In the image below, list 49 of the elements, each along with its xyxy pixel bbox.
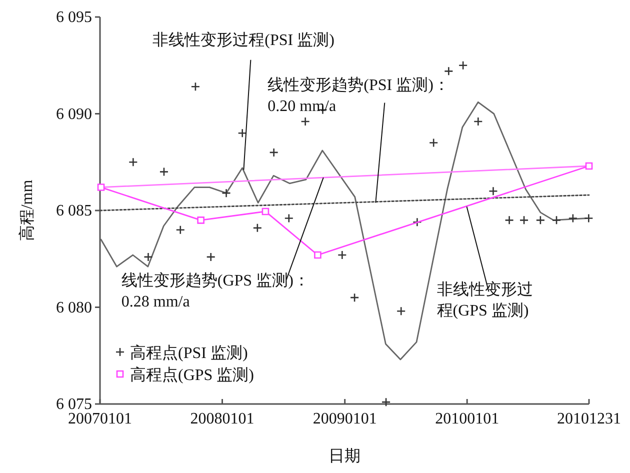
x-tick-label: 20090101 bbox=[312, 410, 377, 428]
point bbox=[128, 157, 138, 167]
point bbox=[222, 188, 231, 198]
point bbox=[159, 167, 169, 176]
point bbox=[519, 216, 529, 225]
x-tick-label: 20080101 bbox=[190, 410, 254, 428]
point bbox=[284, 214, 294, 223]
y-tick-label: 6 095 bbox=[56, 9, 92, 26]
y-axis-title: 高程/mm bbox=[18, 179, 36, 242]
point bbox=[412, 217, 422, 227]
point bbox=[568, 214, 578, 223]
annotation: 线性变形趋势(PSI 监测)： 0.20 mm/a bbox=[268, 76, 450, 115]
point bbox=[262, 208, 270, 216]
annotation: 非线性变形过程(GPS 监测) bbox=[436, 280, 533, 320]
point bbox=[190, 82, 200, 92]
point bbox=[206, 252, 216, 262]
point bbox=[584, 214, 594, 223]
point bbox=[144, 252, 153, 262]
point bbox=[197, 216, 204, 224]
point bbox=[552, 216, 562, 225]
point bbox=[238, 128, 247, 138]
point bbox=[536, 216, 546, 225]
point bbox=[473, 116, 483, 126]
annotation: 非线性变形过程(PSI 监测) bbox=[152, 30, 334, 49]
legend-label: 高程点(PSI 监测) bbox=[130, 344, 248, 362]
point bbox=[350, 292, 360, 302]
y-tick-label: 6 085 bbox=[56, 202, 92, 220]
point bbox=[381, 397, 391, 407]
point bbox=[504, 216, 514, 225]
point bbox=[176, 225, 186, 234]
x-tick-label: 20100101 bbox=[435, 410, 500, 428]
point bbox=[428, 138, 438, 148]
annotation: 线性变形趋势(GPS 监测)： 0.28 mm/a bbox=[121, 272, 310, 311]
point bbox=[314, 251, 322, 259]
point bbox=[97, 184, 105, 191]
x-axis-title: 日期 bbox=[328, 447, 360, 465]
x-tick-label: 20101231 bbox=[557, 410, 621, 428]
point bbox=[396, 306, 406, 316]
point bbox=[338, 250, 347, 260]
point bbox=[300, 116, 310, 126]
point bbox=[488, 186, 498, 196]
point bbox=[585, 162, 593, 170]
point bbox=[444, 66, 454, 76]
point bbox=[269, 148, 278, 158]
point bbox=[458, 60, 468, 70]
point bbox=[252, 223, 262, 233]
y-tick-label: 6 090 bbox=[56, 106, 92, 123]
y-tick-label: 6 080 bbox=[56, 299, 92, 316]
legend-label: 高程点(GPS 监测) bbox=[130, 366, 254, 384]
